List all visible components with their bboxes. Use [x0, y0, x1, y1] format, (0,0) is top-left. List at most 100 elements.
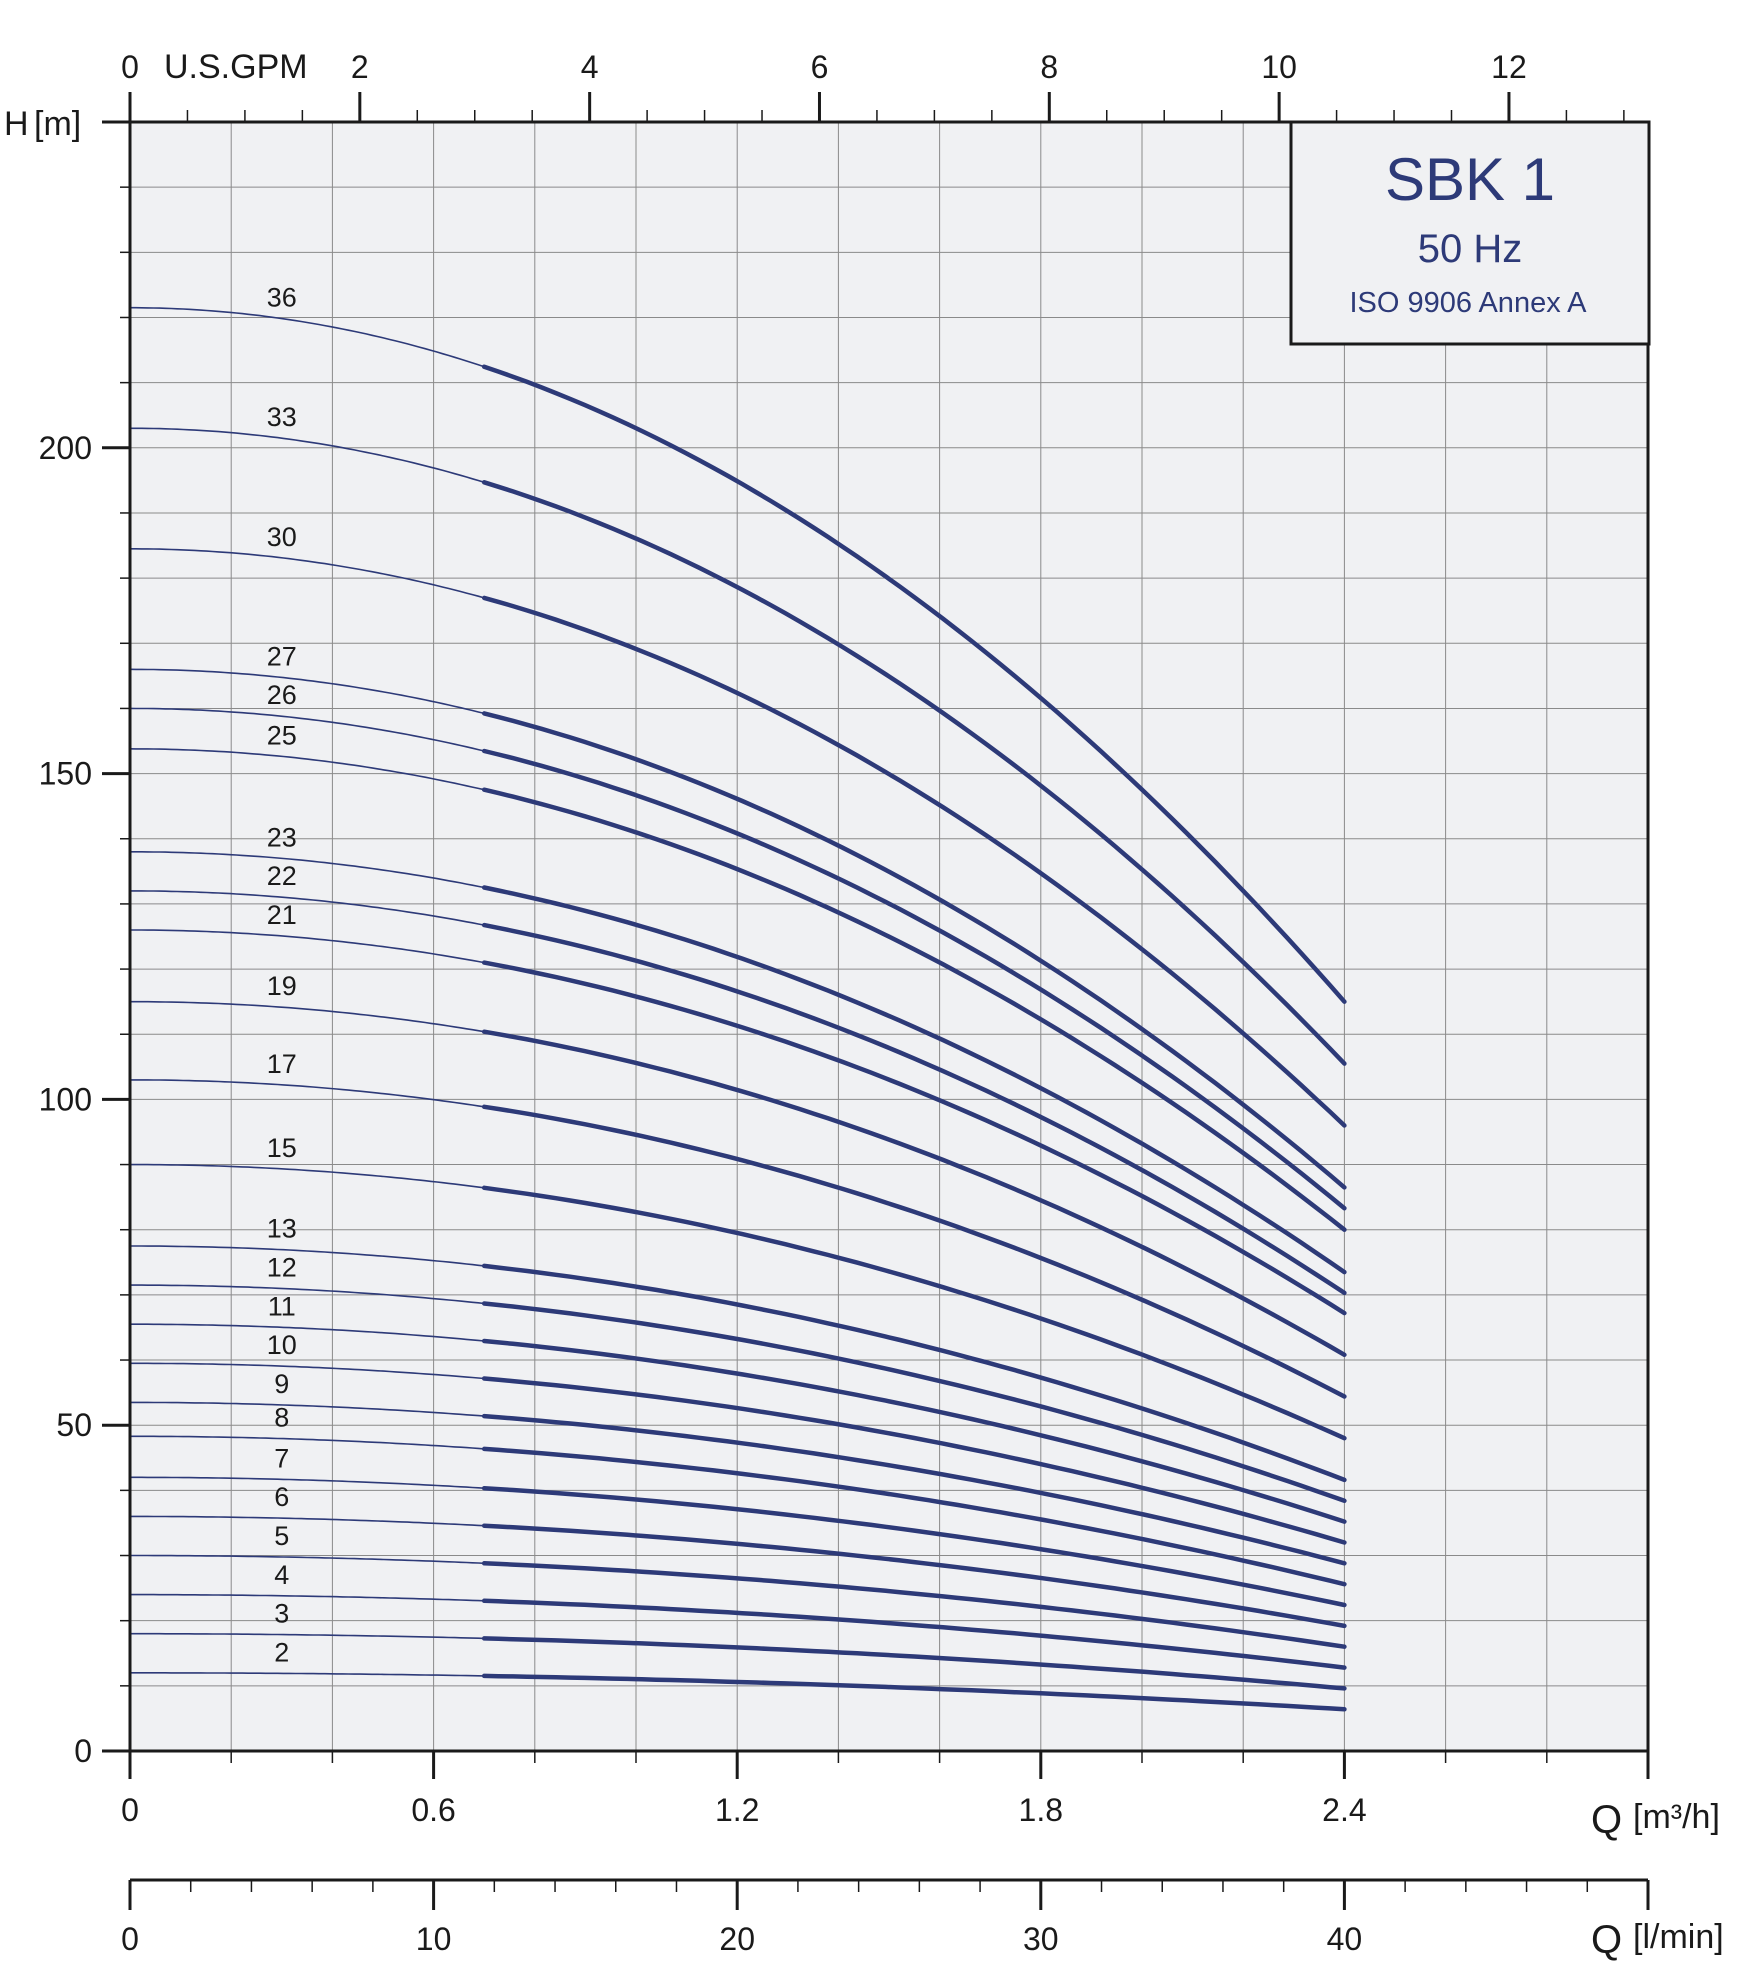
- curve-9-shutoff-segment: [130, 1401, 485, 1417]
- y-tick-label: 150: [39, 756, 92, 792]
- curve-26-shutoff-segment: [129, 707, 485, 752]
- curve-2: [481, 1673, 1347, 1712]
- gpm-tick-label: 2: [351, 49, 369, 85]
- curve-13: [481, 1263, 1347, 1483]
- stage-label-23: 23: [267, 822, 297, 852]
- stage-label-25: 25: [267, 720, 297, 750]
- chart-frequency: 50 Hz: [1418, 227, 1523, 271]
- curve-6: [481, 1523, 1347, 1629]
- curve-11: [481, 1338, 1347, 1524]
- curve-12: [481, 1301, 1347, 1504]
- curve-36: [481, 364, 1347, 1004]
- curve-5-shutoff-segment: [130, 1554, 485, 1565]
- curve-2-shutoff-segment: [130, 1672, 485, 1677]
- curve-22: [481, 922, 1347, 1296]
- stage-label-17: 17: [267, 1049, 297, 1079]
- plot-frame: [128, 120, 1650, 1753]
- performance-curves: [129, 306, 1347, 1712]
- x-axis-label: Q: [1591, 1798, 1622, 1842]
- curve-19-shutoff-segment: [130, 1000, 485, 1033]
- stage-label-27: 27: [267, 641, 297, 671]
- curve-25-shutoff-segment: [129, 748, 485, 791]
- stage-label-21: 21: [267, 900, 297, 930]
- stage-label-22: 22: [267, 861, 297, 891]
- curve-21: [481, 960, 1347, 1316]
- curve-4-shutoff-segment: [130, 1593, 485, 1602]
- stage-label-13: 13: [267, 1214, 297, 1244]
- gpm-tick-label: 0: [121, 49, 139, 85]
- curve-8-shutoff-segment: [130, 1435, 485, 1450]
- stage-label-7: 7: [274, 1443, 289, 1473]
- y-tick-label: 200: [39, 430, 92, 466]
- stage-labels: 36 33 30 27 26 25 23 22 21 19 17 15 13 12 11 10 9 8 7 6 5 4 3 2: [267, 283, 297, 1668]
- x-tick-label: 0.6: [411, 1792, 455, 1828]
- lmin-tick-label: 0: [121, 1921, 139, 1957]
- curve-30: [481, 595, 1347, 1128]
- curve-6-shutoff-segment: [130, 1515, 485, 1527]
- curve-15: [481, 1185, 1347, 1441]
- lmin-axis-unit: [l/min]: [1633, 1918, 1724, 1956]
- x-tick-label: 2.4: [1322, 1792, 1366, 1828]
- stage-label-8: 8: [274, 1403, 289, 1433]
- stage-label-5: 5: [274, 1521, 289, 1551]
- x-tick-label: 1.8: [1019, 1792, 1063, 1828]
- stage-label-9: 9: [274, 1369, 289, 1399]
- curve-36-shutoff-segment: [130, 306, 485, 368]
- curve-33: [481, 480, 1347, 1066]
- curve-8: [481, 1446, 1347, 1587]
- curve-12-shutoff-segment: [130, 1284, 485, 1305]
- x-axis-unit: [m³/h]: [1633, 1798, 1720, 1836]
- chart-standard: ISO 9906 Annex A: [1349, 287, 1587, 319]
- curve-23: [481, 885, 1347, 1275]
- gpm-tick-label: 6: [811, 49, 829, 85]
- stage-label-15: 15: [267, 1133, 297, 1163]
- gpm-axis-label: U.S.GPM: [164, 48, 308, 86]
- curve-4: [481, 1598, 1347, 1670]
- lmin-tick-label: 10: [416, 1921, 452, 1957]
- stage-label-2: 2: [274, 1637, 289, 1667]
- stage-label-19: 19: [267, 971, 297, 1001]
- y-axis-label: H: [4, 105, 29, 143]
- lmin-axis-label: Q: [1591, 1918, 1622, 1962]
- gpm-tick-label: 10: [1261, 49, 1297, 85]
- x-tick-label: 0: [121, 1792, 139, 1828]
- curve-10-shutoff-segment: [130, 1362, 485, 1380]
- curve-5: [481, 1561, 1347, 1649]
- axes: 0 50 100 150 200 0 0.6 1.2 1.8 2.4 0 10 20 30 40 0 2 4 6 8 1…: [39, 49, 1650, 1957]
- curve-9: [481, 1413, 1347, 1566]
- stage-label-36: 36: [267, 283, 297, 313]
- curve-33-shutoff-segment: [130, 427, 485, 484]
- stage-label-10: 10: [267, 1330, 297, 1360]
- curve-22-shutoff-segment: [130, 890, 485, 926]
- stage-label-33: 33: [267, 402, 297, 432]
- curve-26: [481, 748, 1347, 1211]
- curve-10: [481, 1376, 1347, 1545]
- stage-label-12: 12: [267, 1252, 297, 1282]
- y-tick-label: 50: [56, 1407, 92, 1443]
- gpm-tick-label: 4: [581, 49, 599, 85]
- stage-label-11: 11: [268, 1291, 296, 1321]
- curve-27-shutoff-segment: [129, 668, 485, 715]
- y-tick-label: 100: [39, 1081, 92, 1117]
- curve-7: [481, 1485, 1347, 1608]
- stage-label-26: 26: [267, 680, 297, 710]
- lmin-tick-label: 30: [1023, 1921, 1059, 1957]
- curve-27: [481, 711, 1347, 1190]
- stage-label-4: 4: [274, 1560, 289, 1590]
- x-tick-label: 1.2: [715, 1792, 759, 1828]
- y-axis-unit: [m]: [34, 105, 81, 143]
- grid-lines: [129, 121, 1649, 1752]
- stage-label-6: 6: [274, 1482, 289, 1512]
- curve-30-shutoff-segment: [130, 548, 485, 599]
- curve-23-shutoff-segment: [130, 851, 485, 889]
- stage-label-3: 3: [274, 1599, 289, 1629]
- curve-7-shutoff-segment: [130, 1476, 485, 1489]
- curve-19: [481, 1029, 1347, 1358]
- title-box: SBK 1 50 Hz ISO 9906 Annex A: [1289, 120, 1651, 346]
- chart-title: SBK 1: [1385, 146, 1555, 213]
- curve-11-shutoff-segment: [130, 1323, 485, 1342]
- curve-17-shutoff-segment: [130, 1079, 485, 1108]
- curve-25: [481, 787, 1347, 1232]
- lmin-tick-label: 20: [719, 1921, 755, 1957]
